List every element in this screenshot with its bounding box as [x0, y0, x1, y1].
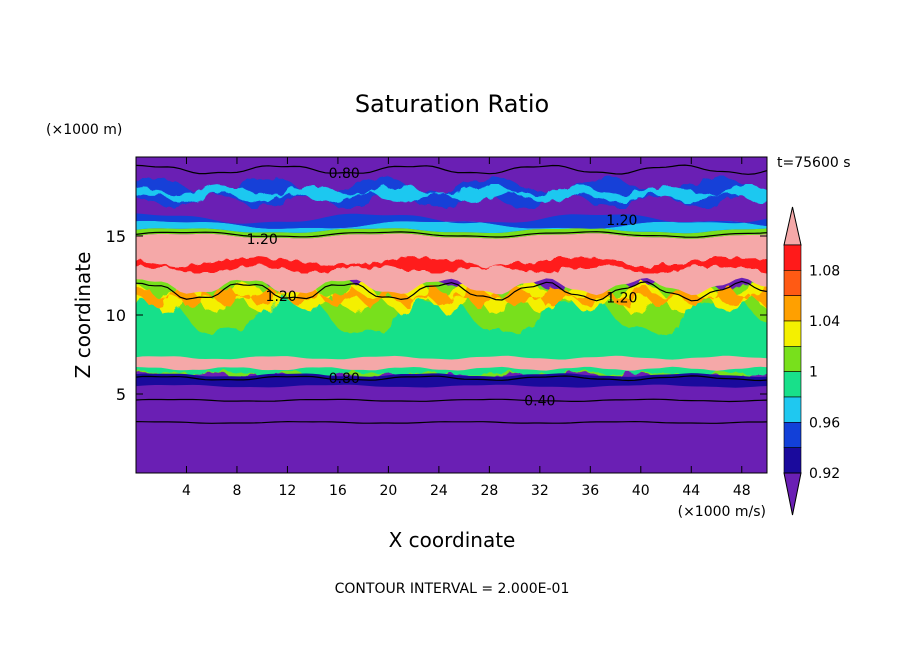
contour-0.60 [136, 420, 767, 424]
contour-label: 1.20 [606, 213, 637, 229]
y-unit-label: (×1000 m) [46, 122, 122, 138]
x-tick-label: 28 [480, 483, 498, 499]
colorbar-box [783, 295, 802, 322]
contour-labels: 0.80 1.20 1.20 1.20 1.20 0.80 0.40 [247, 166, 638, 410]
colorbar-box [783, 244, 802, 271]
time-label: t=75600 s [777, 155, 851, 171]
x-tick-label: 48 [733, 483, 751, 499]
contour-label: 1.20 [247, 232, 278, 248]
chart-title: Saturation Ratio [355, 90, 549, 118]
contour-label: 0.40 [524, 393, 555, 409]
colorbar-label: 1 [809, 365, 818, 381]
colorbar: 1.08 1.04 1 0.96 0.92 [783, 206, 840, 516]
colorbar-box [783, 270, 802, 296]
x-unit-label: (×1000 m/s) [678, 504, 766, 520]
colorbar-box [783, 447, 802, 474]
contour-lines [136, 164, 767, 424]
colorbar-label: 0.92 [809, 466, 840, 482]
contour-label: 0.80 [329, 166, 360, 182]
x-axis-label: X coordinate [389, 528, 516, 552]
colorbar-label: 0.96 [809, 415, 840, 431]
y-axis-label: Z coordinate [71, 252, 95, 379]
contour-label: 1.20 [606, 291, 637, 307]
y-tick-label: 5 [116, 385, 126, 404]
x-axis-ticks: 4 8 12 16 20 24 28 32 36 40 44 48 [182, 157, 751, 499]
band-top-blue [136, 213, 767, 229]
colorbar-box [783, 422, 802, 448]
x-tick-label: 44 [682, 483, 700, 499]
x-tick-label: 24 [430, 483, 448, 499]
colorbar-box [783, 396, 802, 423]
saturation-field [136, 157, 767, 473]
band-lower-lens [136, 355, 767, 371]
colorbar-extend-top [783, 206, 802, 246]
x-tick-label: 32 [531, 483, 549, 499]
x-tick-label: 36 [581, 483, 599, 499]
contour-interval-footer: CONTOUR INTERVAL = 2.000E-01 [335, 581, 570, 597]
contour-0.80 [136, 375, 767, 382]
x-tick-label: 16 [329, 483, 347, 499]
band-upper-cyan [136, 184, 767, 204]
x-tick-label: 12 [279, 483, 297, 499]
y-tick-label: 10 [106, 306, 126, 325]
x-tick-label: 4 [182, 483, 191, 499]
contour-1.20-upper [136, 231, 767, 238]
x-tick-label: 8 [232, 483, 241, 499]
y-axis-ticks: 5 10 15 [106, 227, 767, 404]
colorbar-label: 1.08 [809, 263, 840, 279]
y-tick-label: 15 [106, 227, 126, 246]
contour-label: 1.20 [266, 289, 297, 305]
contour-0.40 [136, 398, 767, 403]
x-tick-label: 20 [379, 483, 397, 499]
band-mixed-teal [136, 293, 767, 376]
colorbar-box [783, 320, 802, 347]
colorbar-box [783, 346, 802, 372]
band-red-streak [136, 256, 767, 273]
contour-1.20-lower [136, 280, 767, 302]
colorbar-box [783, 371, 802, 398]
x-tick-label: 40 [632, 483, 650, 499]
band-mixed-orange [136, 285, 767, 309]
colorbar-label: 1.04 [809, 314, 840, 330]
colorbar-extend-bottom [783, 472, 802, 516]
band-top-cyan [136, 220, 767, 234]
contour-0.80-top [136, 164, 767, 175]
contour-label: 0.80 [329, 371, 360, 387]
